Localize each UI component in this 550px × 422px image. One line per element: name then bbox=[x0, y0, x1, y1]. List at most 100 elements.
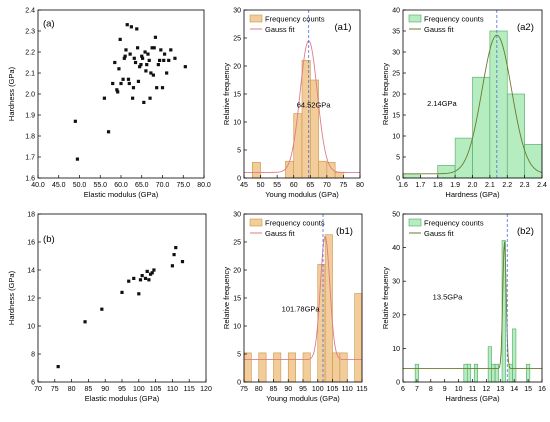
y-tick-label: 5 bbox=[237, 148, 241, 155]
x-tick-label: 2.1 bbox=[485, 182, 495, 189]
y-tick-label: 0 bbox=[396, 176, 400, 183]
scatter-point bbox=[140, 54, 144, 58]
y-tick-label: 0 bbox=[396, 380, 400, 387]
legend-swatch-bars bbox=[249, 218, 263, 227]
histogram-bar bbox=[466, 363, 472, 383]
scatter-point bbox=[183, 65, 187, 69]
x-tick-label: 55.0 bbox=[93, 182, 107, 189]
panel-a2: 1.6 1.7 1.8 1.9 2.0 2.1 2.2 2.3 2.4 0 5 10 15 20 25 30 3… bbox=[381, 8, 547, 200]
scatter-point bbox=[143, 276, 148, 280]
scatter-point bbox=[147, 278, 151, 282]
x-tick-label: 10 bbox=[455, 386, 463, 393]
x-tick-label: 45.0 bbox=[52, 182, 66, 189]
x-tick-label: 50 bbox=[257, 182, 265, 189]
scatter-point bbox=[131, 96, 135, 100]
x-tick-label: 2.3 bbox=[520, 182, 530, 189]
x-tick-label: 55 bbox=[273, 182, 281, 189]
scatter-point bbox=[137, 292, 141, 296]
panel-a1: 45 50 55 60 65 70 75 80 0 5 10 15 20 25 30 Young modulu… bbox=[222, 8, 364, 200]
y-tick-label: 10 bbox=[27, 324, 35, 331]
legend-label-bars: Frequency counts bbox=[265, 219, 325, 228]
scatter-point bbox=[151, 73, 155, 77]
scatter-point bbox=[102, 96, 106, 100]
histogram-bar bbox=[293, 113, 303, 179]
scatter-point bbox=[138, 65, 142, 69]
scatter-point bbox=[172, 253, 176, 257]
y-tick-label: 20 bbox=[392, 92, 400, 99]
x-tick-label: 110 bbox=[167, 386, 178, 393]
scatter-point bbox=[56, 365, 60, 369]
x-tick-label: 115 bbox=[356, 386, 367, 393]
scatter-point bbox=[170, 264, 174, 268]
x-tick-label: 75 bbox=[51, 386, 59, 393]
y-tick-label: 30 bbox=[233, 212, 241, 219]
x-tick-label: 80 bbox=[356, 182, 364, 189]
scatter-point bbox=[125, 23, 129, 27]
panel-label: (a2) bbox=[517, 22, 534, 33]
y-tick-label: 10 bbox=[233, 324, 241, 331]
x-tick-label: 1.7 bbox=[416, 182, 426, 189]
x-tick-label: 100 bbox=[312, 386, 324, 393]
x-tick-label: 70 bbox=[34, 386, 42, 393]
panel-label: (a1) bbox=[334, 22, 351, 33]
y-tick-label: 0 bbox=[237, 380, 241, 387]
x-tick-label: 85 bbox=[85, 386, 93, 393]
histogram-bar bbox=[494, 363, 499, 383]
y-tick-label: 15 bbox=[392, 113, 400, 120]
y-tick-label: 25 bbox=[233, 36, 241, 43]
x-tick-label: 2.4 bbox=[537, 182, 547, 189]
scatter-point bbox=[174, 246, 178, 250]
histogram-bar bbox=[339, 352, 348, 383]
scatter-point bbox=[148, 272, 153, 276]
scatter-point bbox=[111, 81, 115, 86]
scatter-point bbox=[124, 48, 128, 52]
y-tick-label: 1.7 bbox=[25, 155, 35, 162]
histogram-bar bbox=[491, 363, 496, 383]
legend-label-fit: Gauss fit bbox=[265, 25, 296, 34]
y-axis-label: Relative frequency bbox=[222, 63, 231, 125]
x-tick-label: 60.0 bbox=[114, 182, 128, 189]
scatter-point bbox=[127, 279, 131, 283]
scatter-point bbox=[149, 71, 153, 75]
legend-label-fit: Gauss fit bbox=[265, 229, 296, 238]
mean-value-annotation: 64.52GPa bbox=[297, 100, 332, 109]
y-tick-label: 1.6 bbox=[25, 176, 35, 183]
scatter-point bbox=[106, 130, 111, 134]
x-tick-label: 105 bbox=[150, 386, 162, 393]
x-tick-label: 90 bbox=[101, 386, 109, 393]
scatter-point bbox=[143, 50, 147, 54]
x-tick-label: 80.0 bbox=[197, 182, 211, 189]
y-tick-label: 0 bbox=[237, 176, 241, 183]
histogram-bar bbox=[524, 144, 543, 179]
y-tick-label: 6 bbox=[31, 380, 35, 387]
y-tick-label: 16 bbox=[27, 240, 35, 247]
scatter-point bbox=[139, 63, 143, 67]
scatter-point bbox=[162, 58, 166, 62]
scatter-point bbox=[169, 48, 173, 52]
scatter-point bbox=[162, 52, 167, 56]
y-tick-label: 1.8 bbox=[25, 134, 35, 141]
histogram-bar bbox=[317, 264, 326, 383]
scatter-point bbox=[157, 58, 162, 62]
scatter-point bbox=[118, 37, 122, 41]
x-tick-label: 12 bbox=[483, 386, 491, 393]
legend-label-fit: Gauss fit bbox=[424, 229, 455, 238]
y-tick-label: 14 bbox=[27, 268, 35, 275]
axes-frame bbox=[37, 9, 205, 179]
x-axis-label: Hardness (GPa) bbox=[445, 190, 500, 199]
panel-label: (a) bbox=[43, 18, 55, 29]
scatter-point bbox=[126, 77, 131, 81]
x-tick-label: 100 bbox=[133, 386, 145, 393]
y-tick-label: 15 bbox=[233, 92, 241, 99]
scatter-point bbox=[144, 69, 148, 73]
y-tick-label: 2.0 bbox=[25, 92, 35, 99]
y-tick-label: 30 bbox=[233, 8, 241, 15]
mean-value-annotation: 2.14GPa bbox=[427, 99, 457, 108]
x-tick-label: 1.8 bbox=[433, 182, 443, 189]
x-tick-label: 60 bbox=[290, 182, 298, 189]
y-tick-label: 20 bbox=[233, 64, 241, 71]
x-tick-label: 70 bbox=[323, 182, 331, 189]
x-axis-label: Elastic modulus (GPa) bbox=[85, 394, 160, 403]
legend-label-bars: Frequency counts bbox=[424, 15, 484, 24]
legend-swatch-bars bbox=[408, 14, 422, 23]
